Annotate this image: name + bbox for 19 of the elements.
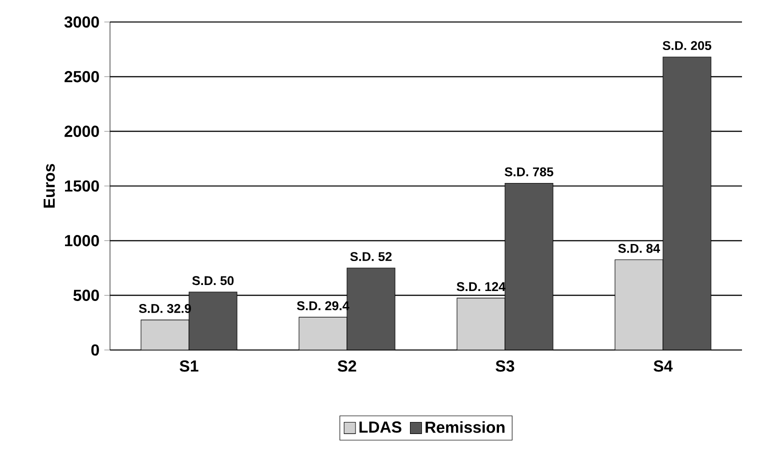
annotation: S.D. 52 [350, 252, 392, 262]
y-tick-label: 1000 [65, 235, 99, 246]
legend-label: LDAS [360, 421, 402, 433]
x-tick-label: S2 [338, 360, 356, 372]
annotation: S.D. 50 [192, 276, 234, 286]
y-tick-label: 0 [91, 344, 99, 356]
annotation: S.D. 84 [618, 244, 660, 253]
x-tick-label: S4 [654, 360, 673, 372]
x-tick-label: S1 [180, 360, 198, 372]
y-tick-label: 3000 [64, 16, 99, 28]
y-tick-label: 1500 [65, 180, 99, 192]
x-tick-label: S3 [496, 360, 514, 372]
legend-label: Remission [426, 421, 504, 433]
y-axis-title: Euros [44, 164, 55, 208]
y-tick-label: 2000 [64, 126, 99, 137]
annotation: S.D. 785 [504, 167, 554, 176]
y-tick-label: 2500 [64, 71, 99, 82]
annotation: S.D. 205 [662, 41, 712, 50]
y-tick-label: 500 [73, 290, 99, 301]
